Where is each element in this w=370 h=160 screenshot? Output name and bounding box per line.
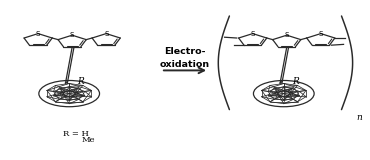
Text: S: S	[319, 31, 323, 37]
Text: R: R	[292, 77, 299, 86]
Text: S: S	[70, 32, 74, 38]
Text: S: S	[250, 31, 255, 37]
Text: S: S	[104, 31, 108, 37]
Text: Me: Me	[82, 136, 95, 144]
Text: R: R	[77, 77, 84, 86]
Text: Electro-: Electro-	[164, 48, 206, 56]
Text: oxidation: oxidation	[160, 60, 210, 69]
Text: S: S	[285, 32, 289, 38]
Text: S: S	[36, 31, 40, 37]
Text: R = H: R = H	[63, 130, 89, 138]
Text: n: n	[356, 113, 362, 122]
